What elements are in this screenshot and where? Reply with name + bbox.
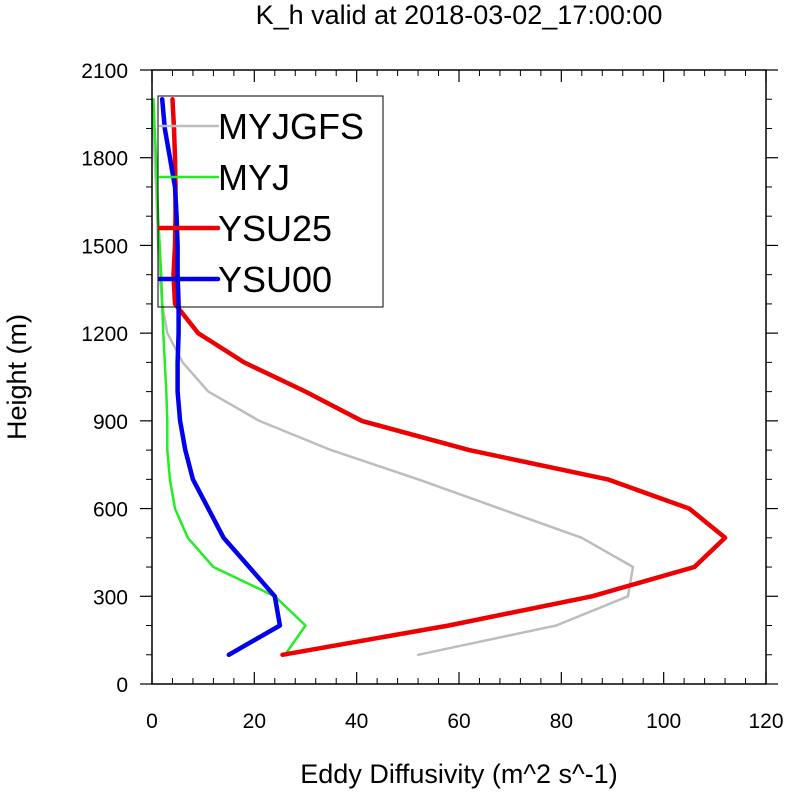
legend-label-myj: MYJ [218,157,290,198]
x-tick-label: 60 [447,710,470,733]
y-tick-label: 600 [93,499,128,522]
y-tick-label: 1200 [81,323,128,346]
legend-label-myjgfs: MYJGFS [218,106,364,147]
y-tick-label: 1500 [81,235,128,258]
y-axis: 0 300 600 900 1200 1500 1800 2100 [81,60,778,697]
x-tick-label: 120 [748,710,783,733]
legend-label-ysu25: YSU25 [218,208,332,249]
y-tick-label: 2100 [81,60,128,83]
series-layer [151,96,728,658]
y-tick-label: 300 [93,586,128,609]
y-tick-label: 900 [93,411,128,434]
series-line-ysu00 [159,96,283,658]
x-tick-label: 20 [243,710,266,733]
chart-title: K_h valid at 2018-03-02_17:00:00 [256,0,663,30]
x-axis: 0 20 40 60 80 100 120 [146,70,784,733]
legend: MYJGFS MYJ YSU25 YSU00 [157,95,384,308]
x-tick-label: 80 [550,710,573,733]
x-tick-label: 0 [146,710,158,733]
x-tick-label: 100 [646,710,681,733]
legend-label-ysu00: YSU00 [218,259,332,300]
y-axis-label: Height (m) [2,314,32,440]
y-tick-label: 0 [116,674,128,697]
y-tick-label: 1800 [81,148,128,171]
legend-box [157,95,384,308]
series-line-myj [152,97,307,657]
x-tick-label: 40 [345,710,368,733]
x-axis-label: Eddy Diffusivity (m^2 s^-1) [300,759,617,789]
